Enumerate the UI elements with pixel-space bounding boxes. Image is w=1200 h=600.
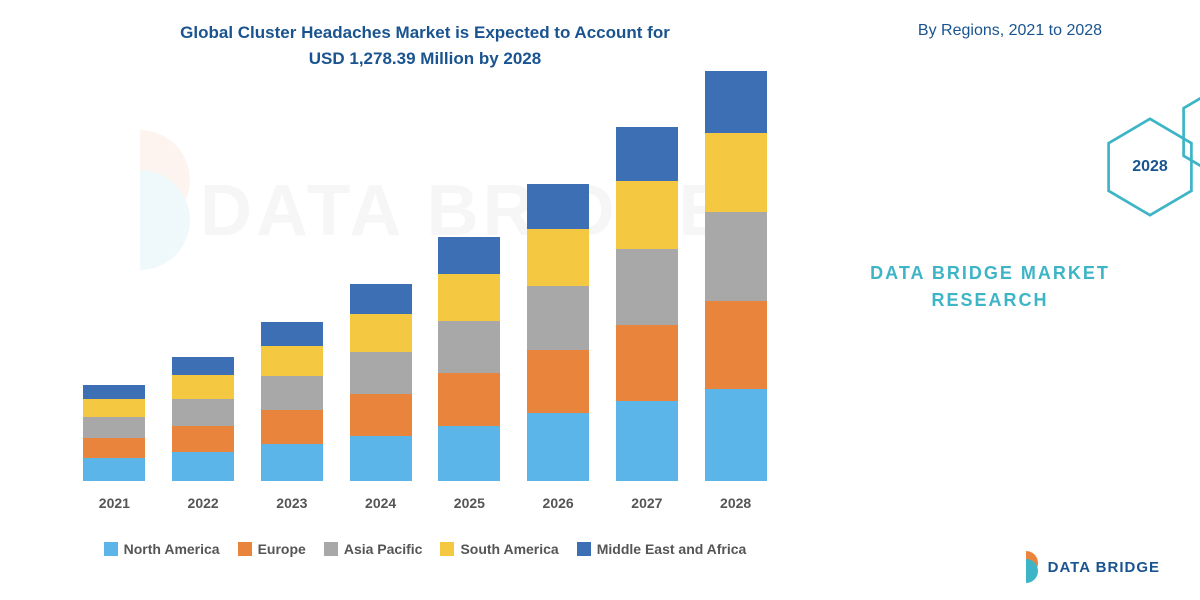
- bar-segment: [438, 426, 500, 481]
- bar-segment: [438, 321, 500, 373]
- chart-panel: DATA BRIDGE Global Cluster Headaches Mar…: [0, 0, 820, 600]
- bar-segment: [172, 426, 234, 453]
- bar-category-label: 2026: [543, 495, 574, 511]
- legend-label: Middle East and Africa: [597, 541, 747, 557]
- info-panel: By Regions, 2021 to 2028 2028 2021 DATA …: [820, 0, 1200, 600]
- legend-swatch: [440, 542, 454, 556]
- bar-segment: [616, 401, 678, 481]
- bar-category-label: 2022: [188, 495, 219, 511]
- bar-segment: [83, 399, 145, 417]
- bar-segment: [261, 410, 323, 444]
- bar-stack: [83, 385, 145, 481]
- legend-item: North America: [104, 541, 220, 557]
- bar-segment: [705, 389, 767, 481]
- bottom-brand-text: DATA BRIDGE: [1048, 559, 1160, 576]
- bar-stack: [705, 71, 767, 481]
- bar-segment: [83, 438, 145, 459]
- legend-item: Asia Pacific: [324, 541, 423, 557]
- legend-label: Asia Pacific: [344, 541, 423, 557]
- legend-label: South America: [460, 541, 558, 557]
- bar-column: 2027: [603, 127, 692, 511]
- bar-stack: [172, 357, 234, 481]
- bar-segment: [350, 436, 412, 481]
- bar-segment: [438, 373, 500, 425]
- bar-segment: [83, 458, 145, 481]
- bar-segment: [527, 350, 589, 414]
- bar-category-label: 2028: [720, 495, 751, 511]
- bar-column: 2028: [691, 71, 780, 511]
- bar-segment: [172, 452, 234, 481]
- bar-segment: [172, 399, 234, 426]
- bar-segment: [261, 322, 323, 346]
- bar-category-label: 2021: [99, 495, 130, 511]
- bar-segment: [527, 184, 589, 229]
- legend-swatch: [577, 542, 591, 556]
- bottom-brand: DATA BRIDGE: [1012, 549, 1160, 585]
- bar-segment: [83, 385, 145, 399]
- bar-category-label: 2024: [365, 495, 396, 511]
- bar-segment: [527, 229, 589, 286]
- chart-legend: North America Europe Asia Pacific South Ame…: [60, 541, 790, 557]
- bar-column: 2023: [248, 322, 337, 511]
- bar-segment: [705, 212, 767, 300]
- bar-column: 2024: [336, 284, 425, 511]
- bar-column: 2025: [425, 237, 514, 511]
- hex-label-2028: 2028: [1132, 158, 1168, 176]
- bar-segment: [616, 127, 678, 180]
- bar-segment: [705, 301, 767, 389]
- bar-segment: [350, 314, 412, 352]
- bar-column: 2026: [514, 184, 603, 511]
- bar-segment: [616, 249, 678, 325]
- hexagon-2021: 2021: [1180, 80, 1200, 184]
- bar-segment: [261, 444, 323, 481]
- bar-segment: [350, 394, 412, 436]
- legend-swatch: [104, 542, 118, 556]
- bar-stack: [438, 237, 500, 481]
- bar-segment: [705, 71, 767, 133]
- brand-name: DATA BRIDGE MARKET RESEARCH: [820, 260, 1160, 314]
- bar-stack: [261, 322, 323, 481]
- bar-stack: [350, 284, 412, 481]
- bar-column: 2021: [70, 385, 159, 511]
- legend-swatch: [324, 542, 338, 556]
- bar-segment: [172, 375, 234, 399]
- bar-segment: [261, 346, 323, 377]
- title-line-2: USD 1,278.39 Million by 2028: [309, 49, 541, 68]
- bar-segment: [438, 237, 500, 274]
- bar-category-label: 2023: [276, 495, 307, 511]
- chart-title: Global Cluster Headaches Market is Expec…: [60, 20, 790, 71]
- title-line-1: Global Cluster Headaches Market is Expec…: [180, 23, 670, 42]
- legend-label: North America: [124, 541, 220, 557]
- bar-segment: [261, 376, 323, 410]
- bar-category-label: 2027: [631, 495, 662, 511]
- bar-segment: [172, 357, 234, 375]
- bar-segment: [527, 286, 589, 350]
- bar-segment: [705, 133, 767, 213]
- bar-segment: [350, 284, 412, 314]
- bar-segment: [438, 274, 500, 321]
- bar-segment: [527, 413, 589, 481]
- bar-segment: [616, 325, 678, 401]
- bar-segment: [83, 417, 145, 438]
- bar-segment: [616, 181, 678, 250]
- bar-column: 2022: [159, 357, 248, 511]
- subtitle: By Regions, 2021 to 2028: [820, 22, 1200, 40]
- legend-item: Europe: [238, 541, 306, 557]
- bar-segment: [350, 352, 412, 394]
- legend-swatch: [238, 542, 252, 556]
- legend-item: South America: [440, 541, 558, 557]
- stacked-bar-chart: 2021 2022 2023 2024 2025 2026 2027 2028: [60, 101, 790, 511]
- legend-label: Europe: [258, 541, 306, 557]
- brand-logo-icon: [1012, 549, 1040, 585]
- legend-item: Middle East and Africa: [577, 541, 747, 557]
- bar-stack: [616, 127, 678, 481]
- bar-category-label: 2025: [454, 495, 485, 511]
- bar-stack: [527, 184, 589, 481]
